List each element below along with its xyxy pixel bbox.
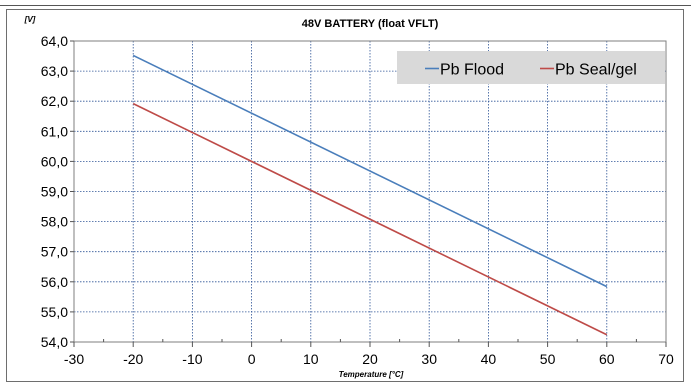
x-tick-label: -20 [123, 351, 143, 367]
y-tick-label: 62,0 [41, 93, 68, 109]
y-tick-label: 64,0 [41, 33, 68, 49]
y-tick-label: 61,0 [41, 123, 68, 139]
x-tick-label: 50 [540, 351, 556, 367]
y-tick-label: 54,0 [41, 334, 68, 350]
y-tick-label: 63,0 [41, 63, 68, 79]
y-tick-label: 55,0 [41, 304, 68, 320]
y-tick-label: 60,0 [41, 153, 68, 169]
legend-entry-label: Pb Seal/gel [555, 62, 637, 79]
x-tick-label: 70 [658, 351, 674, 367]
x-tick-label: 0 [248, 351, 256, 367]
x-tick-label: 60 [599, 351, 615, 367]
y-tick-label: 59,0 [41, 184, 68, 200]
y-axis-label: [V] [24, 15, 36, 24]
legend-box [397, 51, 665, 84]
x-tick-label: 20 [362, 351, 378, 367]
legend: Pb Flood Pb Seal/gel [397, 51, 665, 84]
y-tick-label: 56,0 [41, 274, 68, 290]
series-line [132, 102, 608, 336]
series-line [132, 54, 608, 288]
x-axis-label: Temperature [°C] [339, 370, 404, 379]
x-axis-ticks: -30 -20 -10 0 10 20 30 40 50 60 70 [64, 339, 674, 367]
chart-title: 48V BATTERY (float VFLT) [302, 18, 439, 30]
y-tick-label: 58,0 [41, 214, 68, 230]
legend-entry-label: Pb Flood [440, 62, 504, 79]
x-tick-label: -10 [182, 351, 202, 367]
y-axis-ticks: 54,0 55,0 56,0 57,0 58,0 59,0 60,0 61,0 62,0 63,0… [41, 33, 74, 350]
x-tick-label: -30 [64, 351, 84, 367]
x-tick-label: 30 [421, 351, 437, 367]
x-tick-label: 40 [481, 351, 497, 367]
series-lines [132, 54, 608, 336]
y-tick-label: 57,0 [41, 244, 68, 260]
top-border-line [0, 0, 691, 6]
grid-lines [74, 41, 666, 342]
x-tick-label: 10 [303, 351, 319, 367]
